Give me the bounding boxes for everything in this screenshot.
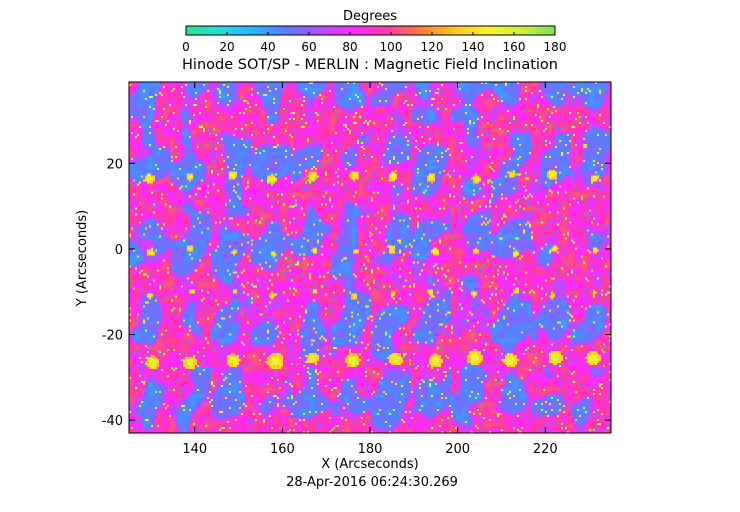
colorbar-tick-label: 20 [219,40,234,54]
colorbar-tick-label: 40 [260,40,275,54]
colorbar-tick-label: 100 [380,40,403,54]
chart-title: Hinode SOT/SP - MERLIN : Magnetic Field … [182,57,558,73]
colorbar [185,25,556,36]
colorbar-tick-label: 160 [503,40,526,54]
colorbar-title: Degrees [343,9,397,24]
colorbar-tick-label: 60 [301,40,316,54]
colorbar-tick-label: 80 [342,40,357,54]
colorbar-tick-label: 0 [182,40,190,54]
y-tick-label: -40 [102,414,123,429]
x-tick-label: 220 [533,442,558,457]
x-axis-label: X (Arcseconds) [321,457,418,472]
x-tick-label: 200 [445,442,470,457]
inclination-field [129,82,611,433]
colorbar-tick-label: 180 [544,40,567,54]
y-tick-label: 20 [106,157,123,172]
timestamp: 28-Apr-2016 06:24:30.269 [286,475,458,490]
colorbar-ticks: 0 20 40 60 80 100 120 140 160 180 [182,32,566,54]
y-axis-label: Y (Arcseconds) [75,210,90,307]
x-tick-label: 140 [182,442,207,457]
x-tick-label: 160 [270,442,295,457]
x-axis-ticks: 140 160 180 200 220 [182,82,558,457]
x-tick-label: 180 [358,442,383,457]
y-tick-label: -20 [102,329,123,344]
y-tick-label: 0 [115,243,123,258]
plot-area [128,81,612,434]
colorbar-tick-label: 140 [462,40,485,54]
y-axis-ticks: -40 -20 0 20 [102,157,611,429]
colorbar-tick-label: 120 [421,40,444,54]
